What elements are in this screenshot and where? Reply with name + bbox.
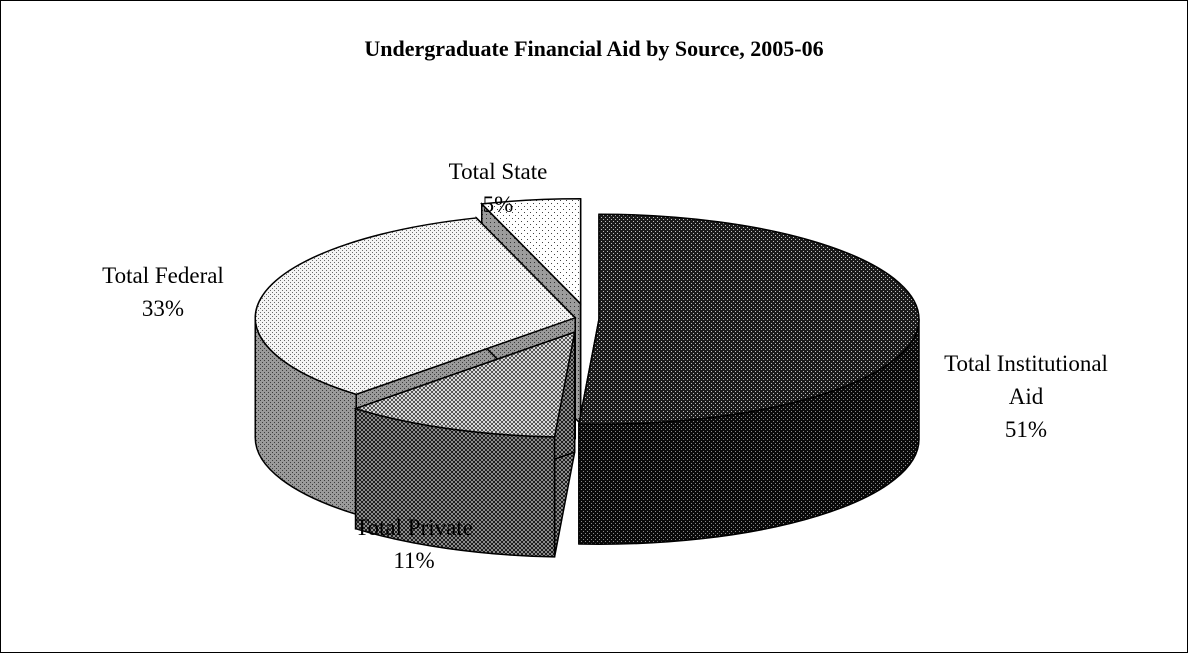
data-label-total-institutional-aid: Total Institutional Aid 51%: [944, 351, 1108, 442]
slice-top-face: [480, 198, 582, 306]
slice-labels: Total Institutional Aid 51% Total Private 11…: [102, 159, 1108, 573]
pie-slice-total-private: [353, 330, 576, 558]
data-label-total-private: Total Private 11%: [355, 515, 473, 573]
slice-top-face: [353, 330, 576, 438]
data-label-total-state: Total State 5%: [449, 159, 548, 217]
chart-title: Undergraduate Financial Aid by Source, 2…: [364, 36, 823, 61]
slice-value-label: 11%: [393, 548, 434, 573]
slice-name-label: Aid: [1009, 384, 1044, 409]
pie-slices: [254, 198, 920, 558]
pie-slice-total-institutional-aid: [577, 213, 920, 545]
slice-name-label: Total Private: [355, 515, 473, 540]
slice-name-label: Total Institutional: [944, 351, 1108, 376]
slice-value-label: 51%: [1005, 417, 1047, 442]
slice-top-face: [577, 213, 920, 425]
slice-name-label: Total State: [449, 159, 548, 184]
slice-value-label: 33%: [142, 296, 184, 321]
slice-top-face: [254, 217, 577, 396]
slice-name-label: Total Federal: [102, 263, 224, 288]
data-label-total-federal: Total Federal 33%: [102, 263, 224, 321]
slice-value-label: 5%: [483, 192, 514, 217]
